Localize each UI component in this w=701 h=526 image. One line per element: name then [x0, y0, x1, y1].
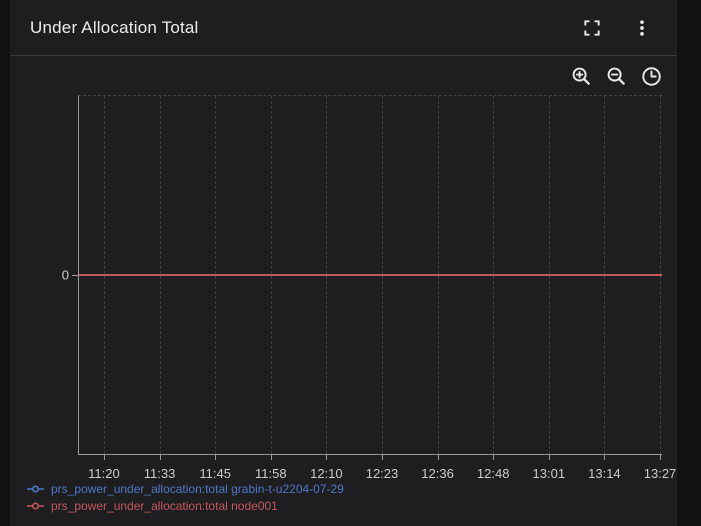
chart-toolbar	[570, 65, 662, 87]
fullscreen-button[interactable]	[581, 17, 603, 39]
x-axis-tick-label: 11:58	[254, 466, 287, 481]
x-axis-tick	[159, 455, 161, 460]
panel-menu-button[interactable]	[631, 17, 653, 39]
kebab-menu-icon	[632, 18, 652, 38]
legend-series-label: prs_power_under_allocation:total node001	[51, 498, 278, 513]
zoom-in-icon	[570, 65, 593, 88]
legend: prs_power_under_allocation:total grabin-…	[27, 481, 344, 513]
x-axis-tick-label: 11:33	[143, 466, 176, 481]
x-axis-tick	[604, 455, 606, 460]
x-axis-tick	[215, 455, 217, 460]
legend-item-0[interactable]: prs_power_under_allocation:total grabin-…	[27, 481, 344, 496]
x-axis-tick	[103, 455, 105, 460]
legend-series-label: prs_power_under_allocation:total grabin-…	[51, 481, 344, 496]
series-line-1	[79, 274, 662, 276]
time-range-button[interactable]	[640, 65, 662, 87]
x-axis-tick	[326, 455, 328, 460]
panel: Under Allocation Total	[10, 0, 677, 526]
x-axis-tick	[660, 455, 662, 460]
header-actions	[581, 17, 653, 39]
x-axis-tick	[548, 455, 550, 460]
legend-item-1[interactable]: prs_power_under_allocation:total node001	[27, 498, 344, 513]
x-axis-tick	[437, 455, 439, 460]
x-axis-tick	[381, 455, 383, 460]
legend-series-marker-icon	[27, 501, 44, 510]
x-axis-tick-label: 13:01	[532, 466, 566, 481]
x-axis-tick-label: 12:10	[310, 466, 343, 481]
zoom-out-icon	[605, 65, 628, 88]
x-axis-tick-label: 11:45	[199, 466, 231, 481]
legend-series-marker-icon	[27, 484, 44, 493]
x-axis-tick-label: 12:36	[421, 466, 454, 481]
zoom-out-button[interactable]	[605, 65, 627, 87]
y-axis-tick	[72, 275, 78, 276]
clock-icon	[640, 65, 663, 88]
panel-title: Under Allocation Total	[30, 17, 199, 37]
x-axis-tick-label: 13:14	[588, 466, 621, 481]
x-axis-tick	[270, 455, 272, 460]
y-axis-tick-label: 0	[61, 267, 69, 283]
x-axis-tick-label: 12:23	[365, 466, 399, 481]
panel-header: Under Allocation Total	[10, 0, 677, 56]
x-axis-tick-label: 11:20	[88, 466, 120, 481]
fullscreen-icon	[582, 18, 602, 38]
zoom-in-button[interactable]	[570, 65, 592, 87]
x-axis-tick-label: 13:27	[643, 466, 677, 481]
x-axis-tick-label: 12:48	[476, 466, 510, 481]
plot-area[interactable]: 11:20 11:33 11:45 11:58 12:10 12:23 12:36 12:48…	[62, 95, 676, 481]
x-axis-tick	[493, 455, 495, 460]
